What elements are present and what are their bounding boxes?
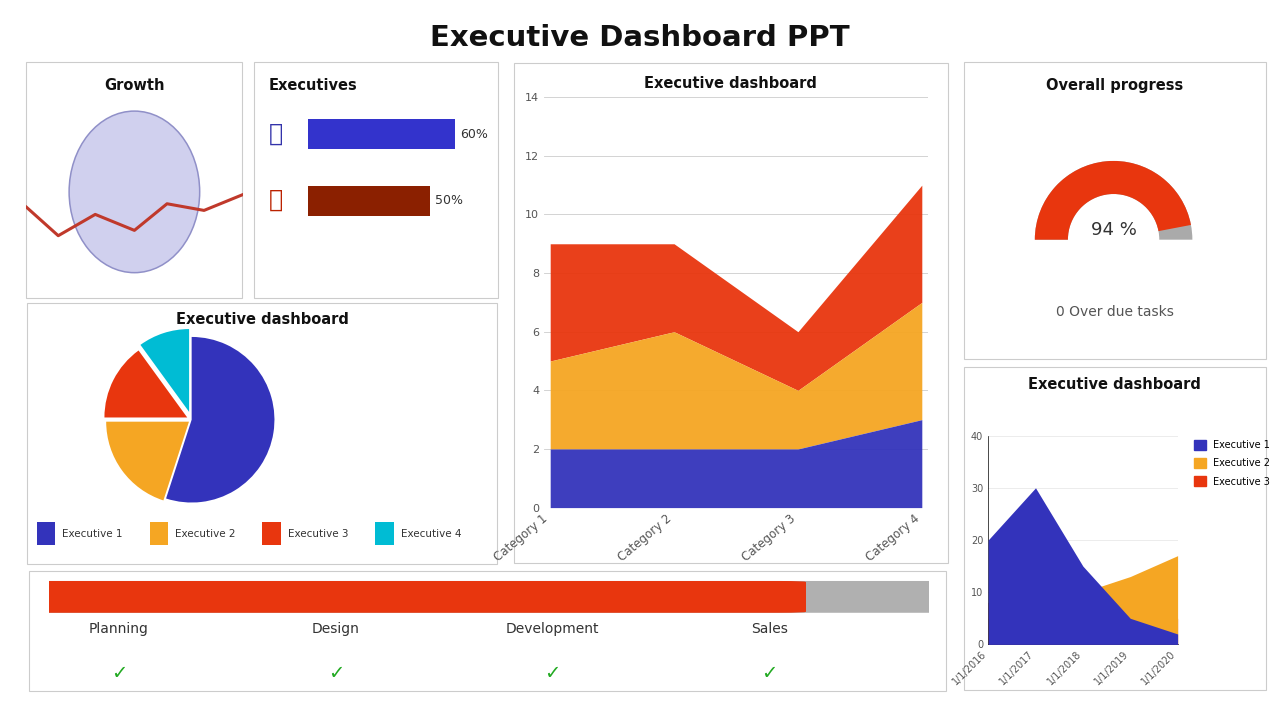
FancyBboxPatch shape	[375, 522, 394, 545]
FancyBboxPatch shape	[22, 581, 806, 613]
Wedge shape	[1034, 161, 1190, 240]
Wedge shape	[1034, 161, 1193, 240]
Text: Design: Design	[312, 622, 360, 636]
FancyBboxPatch shape	[150, 522, 168, 545]
Text: Overall progress: Overall progress	[1046, 78, 1184, 93]
Wedge shape	[166, 337, 274, 503]
Text: Executive dashboard: Executive dashboard	[1028, 377, 1202, 392]
Text: 👤: 👤	[269, 188, 283, 212]
Text: Executive Dashboard PPT: Executive Dashboard PPT	[430, 24, 850, 52]
Text: ✓: ✓	[544, 664, 561, 683]
FancyBboxPatch shape	[27, 303, 498, 564]
FancyBboxPatch shape	[964, 367, 1266, 690]
FancyBboxPatch shape	[37, 522, 55, 545]
Text: Executive 1: Executive 1	[61, 528, 123, 539]
Text: Executive 4: Executive 4	[401, 528, 461, 539]
Wedge shape	[141, 329, 189, 412]
Text: Growth: Growth	[104, 78, 165, 93]
Ellipse shape	[69, 111, 200, 273]
Text: ✓: ✓	[328, 664, 344, 683]
Text: ✓: ✓	[762, 664, 778, 683]
Text: Sales: Sales	[751, 622, 788, 636]
Text: 94 %: 94 %	[1091, 221, 1137, 239]
Text: ✓: ✓	[111, 664, 127, 683]
Text: Executives: Executives	[269, 78, 357, 93]
Text: Executive 3: Executive 3	[288, 528, 348, 539]
Text: Development: Development	[506, 622, 599, 636]
FancyBboxPatch shape	[307, 120, 454, 149]
FancyBboxPatch shape	[255, 62, 498, 298]
FancyBboxPatch shape	[262, 522, 280, 545]
Text: 0 Over due tasks: 0 Over due tasks	[1056, 305, 1174, 319]
FancyBboxPatch shape	[513, 63, 948, 563]
Wedge shape	[105, 351, 187, 418]
Wedge shape	[106, 422, 189, 500]
Text: Executive dashboard: Executive dashboard	[175, 312, 349, 327]
Text: 60%: 60%	[460, 128, 488, 141]
Text: Executive 2: Executive 2	[175, 528, 236, 539]
FancyBboxPatch shape	[27, 62, 242, 298]
Text: Planning: Planning	[90, 622, 148, 636]
FancyBboxPatch shape	[307, 186, 430, 216]
Text: 👤: 👤	[269, 122, 283, 145]
FancyBboxPatch shape	[22, 581, 956, 613]
Text: Executive dashboard: Executive dashboard	[644, 76, 818, 91]
FancyBboxPatch shape	[964, 63, 1266, 359]
Text: 50%: 50%	[435, 194, 463, 207]
Legend: Executive 1, Executive 2, Executive 3: Executive 1, Executive 2, Executive 3	[1190, 436, 1275, 490]
FancyBboxPatch shape	[29, 571, 946, 690]
